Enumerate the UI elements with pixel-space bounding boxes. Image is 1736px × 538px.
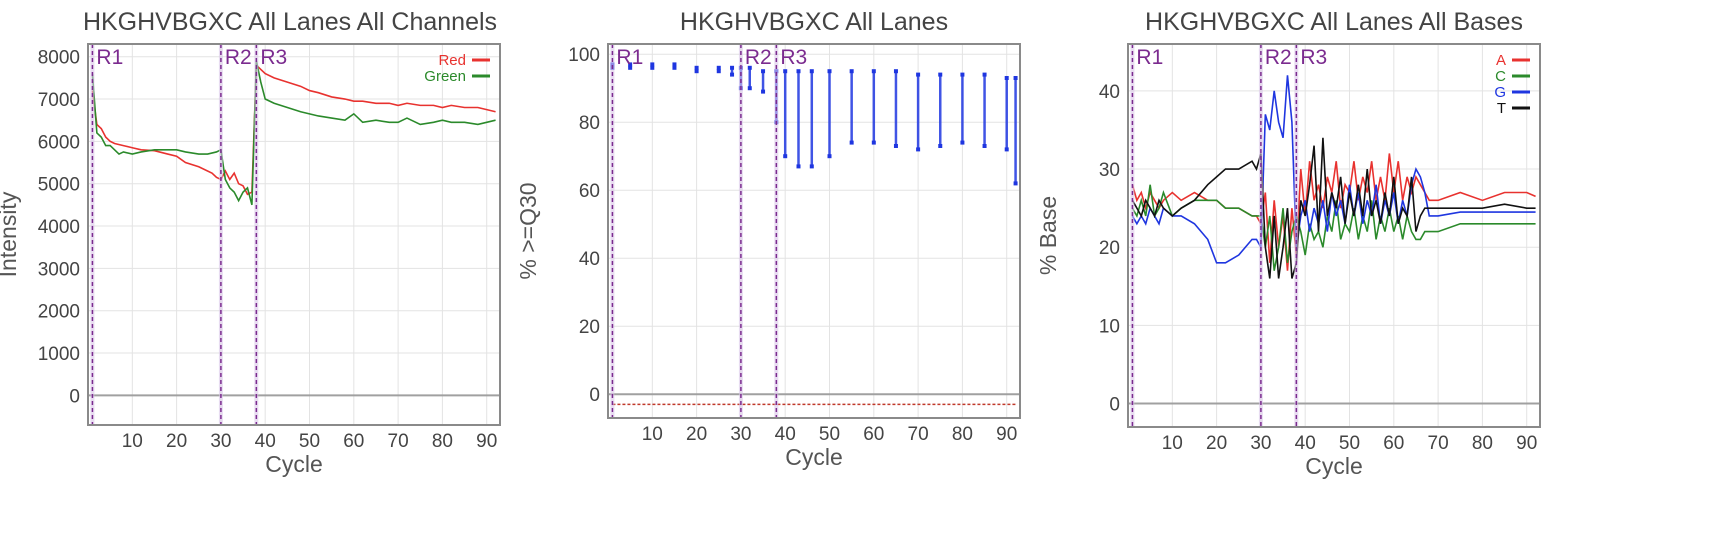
y-tick-label: 8000 xyxy=(38,48,80,69)
chart-title: HKGHVBGXC All Lanes xyxy=(680,8,948,36)
y-tick-label: 7000 xyxy=(38,90,80,111)
x-tick-label: 20 xyxy=(166,431,187,452)
x-tick-label: 50 xyxy=(819,424,840,445)
x-tick-label: 80 xyxy=(1472,433,1493,454)
plot-frame xyxy=(87,43,501,426)
y-tick-label: 30 xyxy=(1099,160,1120,181)
x-tick-label: 10 xyxy=(122,431,143,452)
x-tick-label: 30 xyxy=(210,431,231,452)
legend-label: G xyxy=(1494,84,1506,101)
series-line-Green xyxy=(91,60,496,206)
y-axis-label: Intensity xyxy=(0,191,21,277)
x-tick-label: 90 xyxy=(476,431,497,452)
legend-label: T xyxy=(1497,100,1506,117)
read-marker-label: R2 xyxy=(225,46,252,69)
read-marker-label: R1 xyxy=(616,46,643,69)
read-marker-band xyxy=(774,44,779,418)
read-marker-label: R1 xyxy=(1136,46,1163,69)
y-tick-label: 4000 xyxy=(38,217,80,238)
series-line-T xyxy=(1131,137,1536,279)
y-tick-label: 0 xyxy=(69,386,80,407)
x-tick-label: 10 xyxy=(1162,433,1183,454)
q30-chart-panel: HKGHVBGXC All Lanes 0 20 40 60 80 100 10 20 30 40 5… xyxy=(515,0,1170,538)
chart-title: HKGHVBGXC All Lanes All Bases xyxy=(1145,8,1523,36)
read-marker-label: R1 xyxy=(96,46,123,69)
read-marker-label: R2 xyxy=(1265,46,1292,69)
y-tick-label: 10 xyxy=(1099,316,1120,337)
x-axis-label: Cycle xyxy=(265,451,323,477)
x-tick-label: 70 xyxy=(388,431,409,452)
chart-title: HKGHVBGXC All Lanes All Channels xyxy=(83,8,497,36)
x-tick-label: 60 xyxy=(863,424,884,445)
x-tick-label: 30 xyxy=(1250,433,1271,454)
intensity-chart-panel: HKGHVBGXC All Lanes All Channels 0 1000 200… xyxy=(0,0,520,538)
x-axis-label: Cycle xyxy=(1305,453,1363,479)
y-tick-label: 2000 xyxy=(38,302,80,323)
q30-chart: HKGHVBGXC All Lanes 0 20 40 60 80 100 10 20 30 40 5… xyxy=(515,8,1021,470)
read-marker-label: R3 xyxy=(260,46,287,69)
x-tick-label: 80 xyxy=(432,431,453,452)
x-tick-label: 10 xyxy=(642,424,663,445)
base-composition-chart: HKGHVBGXC All Lanes All Bases 0 10 20 30 40 10… xyxy=(1035,8,1541,479)
y-tick-label: 40 xyxy=(579,249,600,270)
series-line-C xyxy=(1131,184,1536,271)
legend-label: Red xyxy=(438,52,466,69)
y-axis-label: % Base xyxy=(1035,196,1061,275)
y-tick-label: 60 xyxy=(579,181,600,202)
x-tick-label: 70 xyxy=(1428,433,1449,454)
x-tick-label: 60 xyxy=(1383,433,1404,454)
legend-label: Green xyxy=(424,68,466,85)
x-tick-label: 30 xyxy=(730,424,751,445)
x-tick-label: 50 xyxy=(299,431,320,452)
read-marker-band xyxy=(738,44,743,418)
y-tick-label: 20 xyxy=(579,317,600,338)
plot-frame xyxy=(1127,43,1541,428)
y-tick-label: 80 xyxy=(579,113,600,134)
legend-label: A xyxy=(1496,52,1506,69)
x-tick-label: 90 xyxy=(996,424,1017,445)
y-tick-label: 5000 xyxy=(38,175,80,196)
x-axis-label: Cycle xyxy=(785,444,843,470)
legend-label: C xyxy=(1495,68,1506,85)
read-marker-label: R3 xyxy=(1300,46,1327,69)
x-tick-label: 40 xyxy=(1295,433,1316,454)
y-tick-label: 0 xyxy=(589,385,600,406)
x-tick-label: 70 xyxy=(908,424,929,445)
y-tick-label: 6000 xyxy=(38,132,80,153)
x-tick-label: 40 xyxy=(775,424,796,445)
x-tick-label: 80 xyxy=(952,424,973,445)
x-tick-label: 90 xyxy=(1516,433,1537,454)
plot-frame xyxy=(607,43,1021,419)
x-tick-label: 20 xyxy=(686,424,707,445)
y-tick-label: 100 xyxy=(568,45,600,66)
read-marker-band xyxy=(610,44,615,418)
x-tick-label: 40 xyxy=(255,431,276,452)
y-tick-label: 3000 xyxy=(38,259,80,280)
x-tick-label: 20 xyxy=(1206,433,1227,454)
y-tick-label: 1000 xyxy=(38,344,80,365)
base-chart-panel: HKGHVBGXC All Lanes All Bases 0 10 20 30 40 10… xyxy=(1035,0,1736,538)
x-tick-label: 60 xyxy=(343,431,364,452)
y-tick-label: 20 xyxy=(1099,238,1120,259)
y-tick-label: 40 xyxy=(1099,82,1120,103)
x-tick-label: 50 xyxy=(1339,433,1360,454)
read-marker-label: R3 xyxy=(780,46,807,69)
y-tick-label: 0 xyxy=(1109,395,1120,416)
read-marker-label: R2 xyxy=(745,46,772,69)
y-axis-label: % >=Q30 xyxy=(515,182,541,279)
intensity-chart: HKGHVBGXC All Lanes All Channels 0 1000 200… xyxy=(0,8,501,477)
